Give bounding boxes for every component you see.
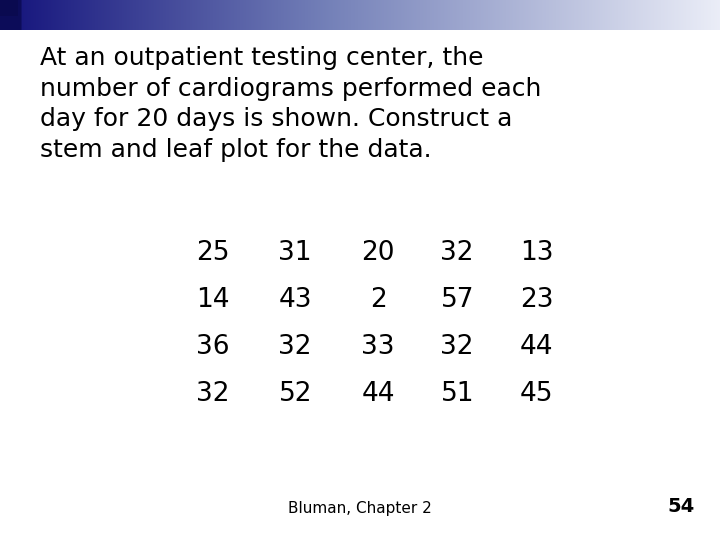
Text: 36: 36 (196, 334, 229, 360)
Text: 44: 44 (361, 381, 395, 407)
Text: 51: 51 (441, 381, 474, 407)
Text: 14: 14 (196, 287, 229, 313)
Text: 2: 2 (369, 287, 387, 313)
Text: 32: 32 (279, 334, 312, 360)
Text: 20: 20 (361, 240, 395, 266)
Text: 25: 25 (196, 240, 229, 266)
Text: Bluman, Chapter 2: Bluman, Chapter 2 (288, 501, 432, 516)
Text: 31: 31 (279, 240, 312, 266)
Text: 32: 32 (196, 381, 229, 407)
Text: 32: 32 (441, 334, 474, 360)
Text: 33: 33 (361, 334, 395, 360)
Text: 54: 54 (667, 497, 695, 516)
Text: 52: 52 (279, 381, 312, 407)
Text: At an outpatient testing center, the
number of cardiograms performed each
day fo: At an outpatient testing center, the num… (40, 46, 541, 162)
Text: 13: 13 (520, 240, 553, 266)
Text: 57: 57 (441, 287, 474, 313)
Text: 43: 43 (279, 287, 312, 313)
Text: 44: 44 (520, 334, 553, 360)
Text: 32: 32 (441, 240, 474, 266)
Text: 45: 45 (520, 381, 553, 407)
Bar (0, 0, 18, 16)
Text: 23: 23 (520, 287, 553, 313)
